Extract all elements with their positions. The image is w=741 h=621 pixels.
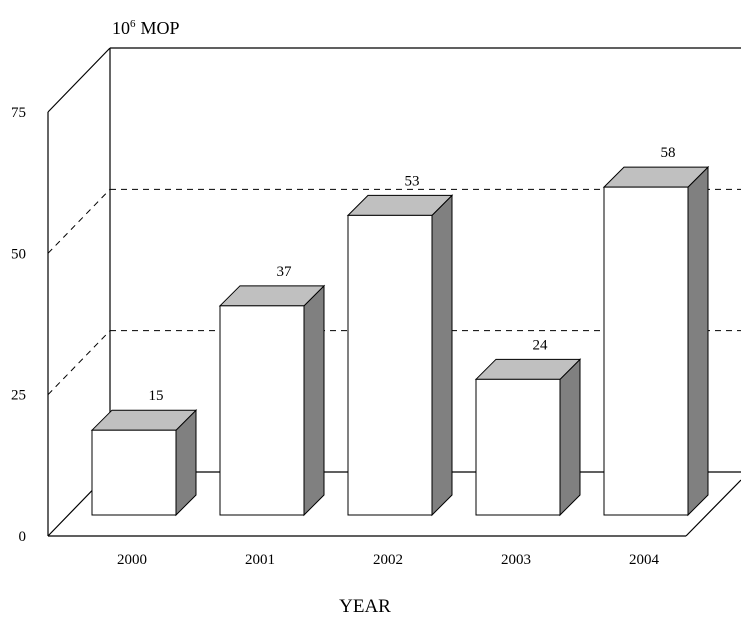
- bar-front: [219, 305, 305, 516]
- bar-front: [475, 378, 561, 516]
- y-tick-label: 50: [11, 246, 26, 262]
- data-label: 58: [661, 145, 676, 161]
- y-axis-ticks: 0 25 50 75: [11, 105, 26, 545]
- bar-side: [303, 284, 325, 517]
- x-tick-label: 2002: [373, 552, 403, 568]
- data-label: 37: [277, 264, 293, 280]
- bars: 15 37 53 24 58: [90, 145, 710, 517]
- grid-lines: [47, 188, 741, 396]
- grid-line-diagonal: [47, 188, 111, 254]
- x-axis-labels: 2000 2001 2002 2003 2004: [117, 552, 660, 568]
- data-label: 24: [533, 337, 549, 353]
- x-tick-label: 2000: [117, 552, 147, 568]
- bar-front: [347, 214, 433, 516]
- bar-side: [559, 358, 581, 517]
- bar: 37: [218, 264, 326, 517]
- x-tick-label: 2004: [629, 552, 660, 568]
- grid-line-diagonal: [47, 330, 111, 396]
- data-label: 15: [149, 388, 164, 404]
- x-axis-title: YEAR: [339, 596, 391, 617]
- bar-front: [603, 186, 689, 516]
- bar-side: [687, 165, 709, 517]
- bar-front: [91, 429, 177, 516]
- bar: 15: [90, 388, 198, 517]
- data-label: 53: [405, 173, 420, 189]
- y-tick-label: 75: [11, 105, 26, 121]
- bar: 53: [346, 173, 454, 517]
- bar-side: [431, 194, 453, 517]
- x-tick-label: 2003: [501, 552, 531, 568]
- y-tick-label: 0: [19, 529, 27, 545]
- y-tick-label: 25: [11, 388, 26, 404]
- x-tick-label: 2001: [245, 552, 275, 568]
- bar: 24: [474, 337, 582, 517]
- bar: 58: [602, 145, 710, 517]
- y-axis-title: 106 MOP: [112, 18, 180, 38]
